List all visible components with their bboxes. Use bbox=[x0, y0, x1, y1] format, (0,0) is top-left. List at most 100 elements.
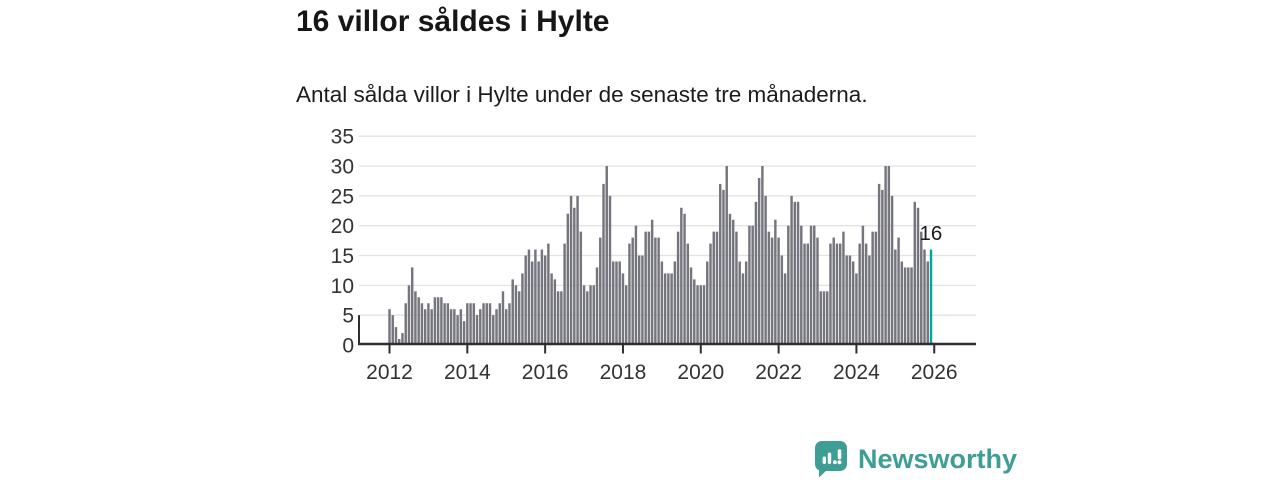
bar bbox=[534, 249, 537, 345]
bar bbox=[394, 327, 398, 345]
y-tick-label: 35 bbox=[331, 126, 354, 149]
bar bbox=[388, 309, 391, 345]
x-tick-label: 2026 bbox=[911, 361, 958, 384]
y-tick-label: 30 bbox=[331, 156, 354, 179]
bar bbox=[774, 219, 777, 345]
bar bbox=[725, 166, 728, 345]
bar bbox=[469, 303, 472, 345]
bar bbox=[715, 231, 719, 345]
bar bbox=[430, 309, 433, 345]
bar bbox=[822, 291, 826, 345]
bar bbox=[654, 237, 657, 345]
bar bbox=[770, 237, 774, 345]
bar bbox=[680, 207, 683, 345]
bar bbox=[806, 243, 810, 345]
bar bbox=[586, 291, 589, 345]
x-tick-label: 2024 bbox=[833, 361, 880, 384]
bar bbox=[641, 255, 644, 345]
bar bbox=[479, 309, 482, 345]
y-tick-label: 10 bbox=[331, 275, 354, 298]
bar bbox=[540, 249, 544, 345]
bar bbox=[923, 249, 926, 345]
bar bbox=[731, 219, 735, 345]
bar bbox=[618, 261, 621, 345]
bar bbox=[767, 231, 771, 345]
bar bbox=[787, 225, 790, 345]
bar bbox=[501, 291, 505, 345]
bar bbox=[524, 255, 527, 345]
bar bbox=[530, 261, 534, 345]
bar bbox=[449, 309, 453, 345]
bar bbox=[657, 237, 660, 345]
bar bbox=[748, 225, 751, 345]
bar bbox=[582, 285, 586, 345]
bar bbox=[599, 237, 602, 345]
highlight-value-label: 16 bbox=[919, 222, 942, 245]
bar bbox=[495, 309, 498, 345]
bar bbox=[838, 243, 842, 345]
y-tick-label: 5 bbox=[342, 305, 354, 328]
bar bbox=[634, 225, 638, 345]
bar bbox=[897, 237, 900, 345]
bar bbox=[550, 273, 553, 345]
bar bbox=[647, 231, 651, 345]
bar bbox=[462, 321, 466, 345]
logo-exclamation-bar bbox=[837, 449, 842, 460]
newsworthy-logo[interactable]: Newsworthy bbox=[812, 440, 1017, 478]
bar bbox=[563, 243, 566, 345]
bar bbox=[508, 303, 511, 345]
x-tick-label: 2018 bbox=[600, 361, 647, 384]
bar bbox=[436, 297, 440, 345]
bar bbox=[660, 261, 664, 345]
bar bbox=[420, 303, 424, 345]
bar bbox=[560, 291, 563, 345]
bar bbox=[628, 243, 631, 345]
bar bbox=[777, 237, 780, 345]
bar bbox=[816, 237, 819, 345]
bar bbox=[595, 267, 599, 345]
bar bbox=[845, 255, 848, 345]
bar bbox=[475, 315, 479, 345]
bar bbox=[696, 285, 699, 345]
bar bbox=[517, 291, 521, 345]
bar bbox=[858, 243, 861, 345]
bar bbox=[521, 273, 524, 345]
bar bbox=[605, 166, 608, 345]
bar bbox=[488, 303, 492, 345]
bar bbox=[890, 195, 894, 345]
newsworthy-logo-text: Newsworthy bbox=[858, 444, 1018, 474]
logo-bar-small bbox=[822, 456, 826, 464]
bar bbox=[624, 285, 628, 345]
bar bbox=[673, 261, 677, 345]
bar bbox=[780, 255, 784, 345]
bar bbox=[650, 219, 654, 345]
newsworthy-chart-bubble-icon bbox=[815, 441, 847, 478]
logo-dot bbox=[833, 460, 837, 465]
bar bbox=[761, 166, 764, 345]
bar bbox=[738, 261, 741, 345]
bar bbox=[569, 195, 573, 345]
bar bbox=[482, 303, 485, 345]
bar bbox=[790, 195, 793, 345]
bar bbox=[916, 207, 920, 345]
bar bbox=[722, 189, 725, 345]
logo-bar-tall bbox=[827, 452, 832, 464]
bar bbox=[907, 267, 910, 345]
bar bbox=[440, 297, 443, 345]
bar bbox=[676, 231, 680, 345]
x-tick-label: 2022 bbox=[755, 361, 802, 384]
bar bbox=[417, 297, 420, 345]
bar bbox=[894, 249, 897, 345]
bar bbox=[592, 285, 596, 345]
bar bbox=[706, 261, 709, 345]
bar bbox=[498, 303, 501, 345]
bar bbox=[407, 285, 411, 345]
bar bbox=[543, 255, 547, 345]
bar bbox=[589, 285, 592, 345]
x-tick-label: 2020 bbox=[677, 361, 724, 384]
bar bbox=[667, 273, 670, 345]
bar bbox=[608, 195, 612, 345]
bar bbox=[631, 237, 634, 345]
bar bbox=[741, 273, 745, 345]
